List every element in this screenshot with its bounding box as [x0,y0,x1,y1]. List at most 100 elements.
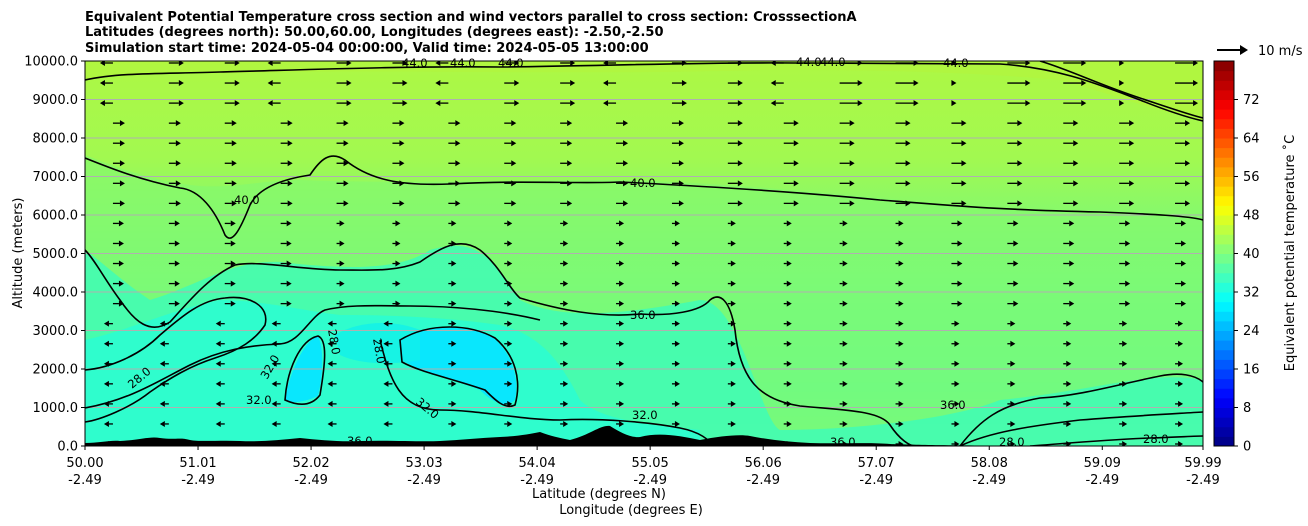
x-tick-label-lon: -2.49 [407,473,441,488]
contour-label-40-west: 40.0 [234,193,260,207]
wind-vector-head [563,240,569,247]
wind-vector-head [451,380,457,387]
wind-vector-head [619,380,625,387]
wind-vector-head [507,260,513,267]
wind-vector-head [563,380,569,387]
wind-vector-head [230,260,236,267]
wind-vector-head [905,200,911,207]
wind-vector-head [623,140,629,147]
wind-vector-head [271,380,277,387]
colorbar-segment [1214,147,1234,158]
wind-vector-head [563,360,569,367]
wind-vector-head [399,160,405,167]
wind-vector-head [898,300,904,307]
wind-vector-head [1010,320,1016,327]
wind-vector-head [339,220,345,227]
y-tick-label: 1000.0 [33,401,79,416]
wind-vector-head [954,380,960,387]
wind-vector-head [119,160,125,167]
wind-vector-head [507,441,513,446]
wind-vector-head [857,100,863,107]
wind-vector-head [619,300,625,307]
x-tick-label-lat: 59.09 [1084,456,1121,471]
wind-vector-head [383,420,389,427]
wind-vector-head [567,180,573,187]
wind-vector-head [678,200,684,207]
colorbar-tick-label: 56 [1243,170,1260,185]
wind-vector-head [1017,160,1023,167]
wind-vector-head [159,380,165,387]
colorbar-segment [1214,176,1234,187]
chart-title: Equivalent Potential Temperature cross s… [85,10,857,56]
contour-label-36-bottom: 36.0 [347,434,373,448]
wind-vector-head [395,260,401,267]
wind-vector-head [395,280,401,287]
wind-vector-head [674,280,680,287]
wind-vector-head [215,340,221,347]
wind-vector-head [737,100,743,107]
wind-vector-head [842,260,848,267]
wind-vector-head [1025,61,1031,66]
wind-vector-head [1181,220,1187,227]
x-tick-label-lat: 56.06 [745,456,782,471]
contour-28-right [1029,435,1203,446]
colorbar-segment [1214,330,1234,341]
wind-vector-head [514,61,520,66]
wind-vector-head [905,180,911,187]
wind-vector-head [118,280,124,287]
wind-vector-head [271,320,277,327]
wind-vector-head [455,140,461,147]
wind-vector-head [451,360,457,367]
wind-vector-head [383,380,389,387]
contour-label-44-e: 44.0 [820,55,846,69]
wind-vector-head [793,200,799,207]
wind-vector-head [455,160,461,167]
wind-vector-head [954,340,960,347]
wind-vector-head [230,280,236,287]
wind-vector-head [737,61,743,66]
wind-vector-head [159,360,165,367]
contour-36-lower [85,304,541,409]
colorbar-segment [1214,407,1234,418]
wind-vector-head [327,380,333,387]
wind-vector-head [103,340,109,347]
wind-vector-head [231,200,237,207]
wind-vector-head [730,280,736,287]
colorbar-segment [1214,215,1234,226]
wind-vector-head [178,80,184,87]
wind-vector-head [1119,100,1125,107]
wind-vector-head [175,140,181,147]
wind-vector-head [399,120,405,127]
wind-vector-head [174,280,180,287]
wind-vector-head [507,360,513,367]
wind-vector-head [1013,260,1019,267]
wind-vector-head [343,160,349,167]
wind-vector-head [174,220,180,227]
wind-vector-head [603,100,609,107]
wind-vector-head [730,441,736,446]
wind-vector-head [842,280,848,287]
wind-vector-head [1181,280,1187,287]
wind-vector-head [730,360,736,367]
wind-vector-head [1010,400,1016,407]
x-tick-label-lon: -2.49 [294,473,328,488]
wind-vectors [99,61,1199,446]
wind-vector-head [1081,100,1087,107]
wind-vector-head [234,80,240,87]
contour-label-44-f: 44.0 [943,56,969,70]
wind-vector-head [1017,200,1023,207]
wind-vector-head [623,160,629,167]
wind-vector-head [1017,120,1023,127]
wind-vector-head [1129,140,1135,147]
wind-vector-head [898,320,904,327]
x-axis: 50.00 -2.49 51.01 -2.49 52.02 -2.49 53.03 -2.49… [66,446,1222,488]
wind-vector-head [1122,441,1128,446]
colorbar-segment [1214,138,1234,149]
wind-vector-head [178,61,184,66]
colorbar-segment [1214,186,1234,197]
x-tick-label-lon: -2.49 [181,473,215,488]
wind-vector-head [399,180,405,187]
colorbar-tick-label: 24 [1243,324,1260,339]
wind-vector-head [395,300,401,307]
wind-vector-head [793,180,799,187]
